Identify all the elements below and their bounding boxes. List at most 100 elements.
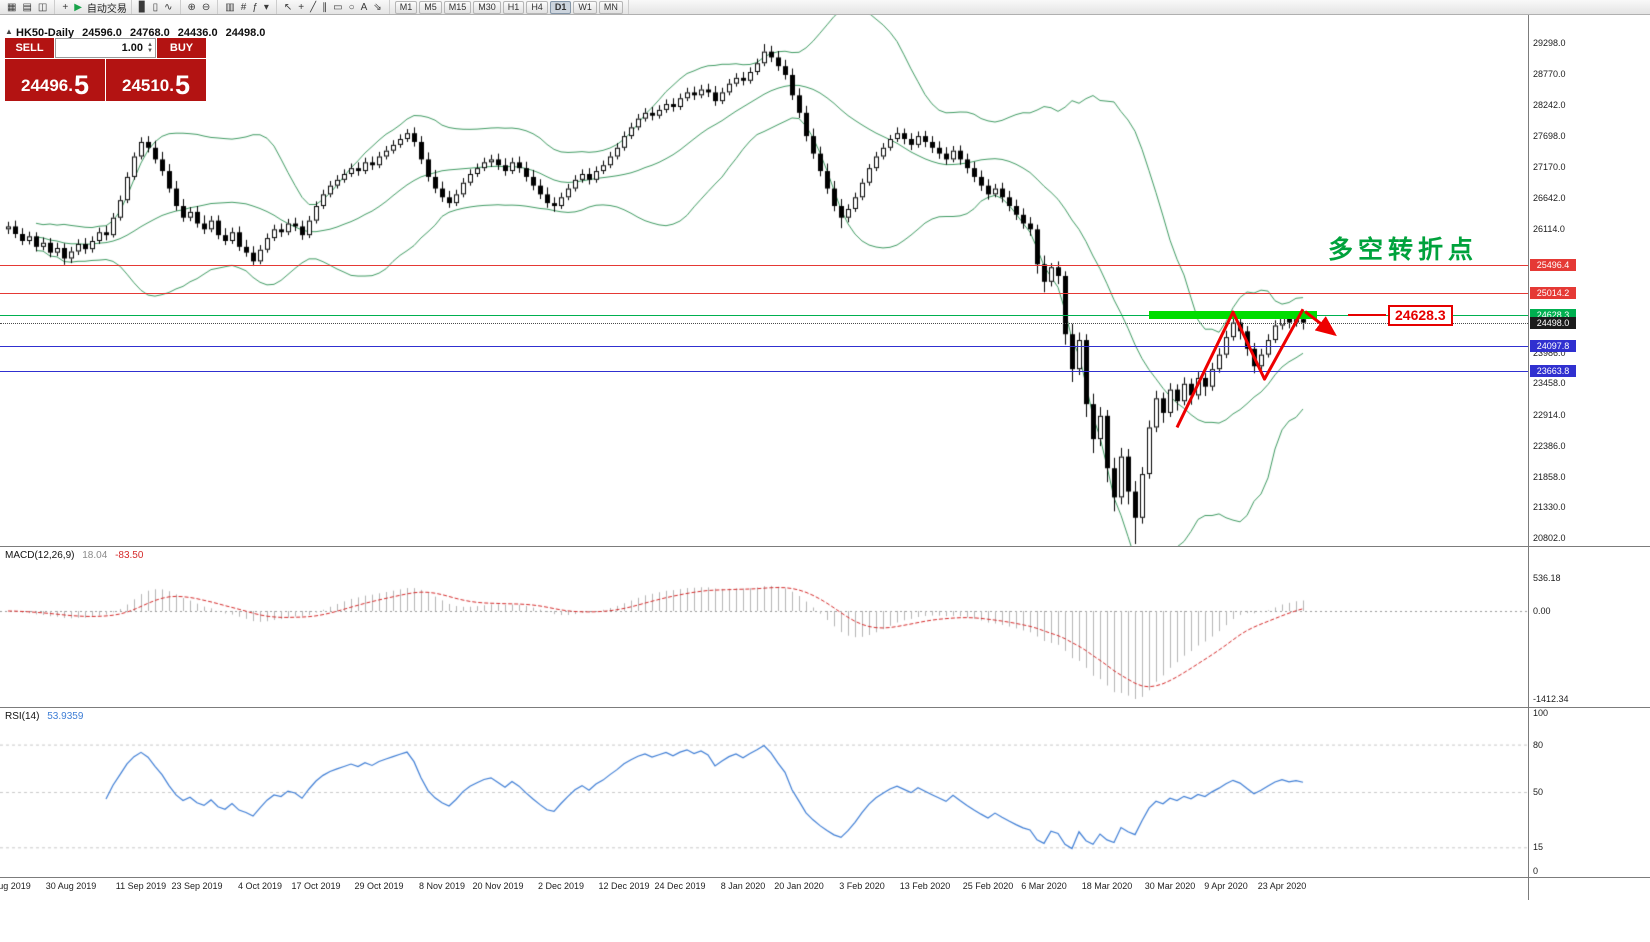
hline-25496.4[interactable] xyxy=(0,265,1528,266)
toolbar-group: ↖ + ╱ ∥ ▭ ○ A ⇘ xyxy=(277,0,390,14)
zoom-in-icon[interactable]: ⊕ xyxy=(187,1,196,13)
timeframe-M1[interactable]: M1 xyxy=(394,0,418,14)
volume-input[interactable]: 1.00 ▲ ▼ xyxy=(55,38,156,58)
zoom-out-icon[interactable]: ⊖ xyxy=(201,1,211,13)
panel-separator[interactable] xyxy=(0,546,1650,547)
cursor-icon[interactable]: ↖ xyxy=(283,1,293,13)
time-axis-label: 23 Apr 2020 xyxy=(1257,881,1307,891)
price-tag-25496.4: 25496.4 xyxy=(1530,258,1576,271)
hline-24097.8[interactable] xyxy=(0,346,1528,347)
ohlc-low: 24436.0 xyxy=(177,27,218,39)
macd-axis-label: 0.00 xyxy=(1533,606,1551,616)
text-label-icon[interactable]: A xyxy=(360,1,368,13)
time-axis-label: 3 Feb 2020 xyxy=(839,881,885,891)
macd-panel: MACD(12,26,9) 18.04 -83.50 xyxy=(0,547,1528,707)
ohlc-high: 24768.0 xyxy=(129,27,170,39)
templates-dropdown-icon[interactable]: ▾ xyxy=(263,1,269,13)
rsi-axis-label: 100 xyxy=(1533,708,1549,718)
time-axis-label: 12 Dec 2019 xyxy=(598,881,650,891)
rsi-panel: RSI(14) 53.9359 xyxy=(0,708,1528,877)
price-axis-label: 26642.0 xyxy=(1533,192,1566,203)
turning-point-annotation[interactable]: 多空转折点 xyxy=(1328,236,1479,264)
trendline-icon[interactable]: ╱ xyxy=(310,1,317,13)
time-axis-label: 13 Feb 2020 xyxy=(899,881,951,891)
timeframe-H4[interactable]: H4 xyxy=(526,0,548,14)
grid-icon[interactable]: # xyxy=(240,1,247,13)
timeframe-H1[interactable]: H1 xyxy=(502,0,525,14)
price-axis-label: 28242.0 xyxy=(1533,99,1566,110)
time-axis-label: 8 Jan 2020 xyxy=(720,881,766,891)
new-order-icon[interactable]: + xyxy=(62,1,69,13)
macd-axis-label: -1412.34 xyxy=(1533,694,1569,705)
rsi-axis-label: 0 xyxy=(1533,866,1539,876)
price-axis-label: 21858.0 xyxy=(1533,471,1566,482)
buy-button[interactable]: BUY xyxy=(157,38,206,58)
price-axis-label: 27698.0 xyxy=(1533,131,1566,142)
timeframes-group: M1 M5 M15 M30 H1 H4 D1 W1 MN xyxy=(390,0,629,14)
timeframe-M30[interactable]: M30 xyxy=(473,0,501,14)
toolbar-group: + ▶ 自动交易 xyxy=(55,0,132,15)
time-axis-label: 11 Sep 2019 xyxy=(115,881,167,891)
one-click-trade-panel: SELL 1.00 ▲ ▼ BUY 24496. 5 24510. 5 xyxy=(5,38,206,101)
time-axis-label: 18 Mar 2020 xyxy=(1081,881,1133,891)
rectangle-icon[interactable]: ▭ xyxy=(333,1,343,13)
current-price-line xyxy=(0,323,1528,324)
hline-23663.8[interactable] xyxy=(0,371,1528,372)
macd-value-signal: -83.50 xyxy=(115,550,144,561)
panel-separator[interactable] xyxy=(0,707,1650,708)
time-axis-label: 0 Aug 2019 xyxy=(0,881,31,891)
candlestick-chart-icon[interactable]: ▯ xyxy=(152,1,159,13)
autotrading-label[interactable]: 自动交易 xyxy=(86,3,127,15)
macd-canvas[interactable] xyxy=(0,547,1528,707)
market-watch-icon[interactable]: ▦ xyxy=(7,1,17,13)
panel-separator xyxy=(0,877,1650,878)
price-chart-canvas[interactable] xyxy=(0,14,1528,546)
hline-25014.2[interactable] xyxy=(0,293,1528,294)
volume-up-icon[interactable]: ▲ xyxy=(147,42,153,48)
macd-label: MACD(12,26,9) 18.04 -83.50 xyxy=(5,550,148,561)
timeframe-M15[interactable]: M15 xyxy=(443,0,472,14)
timeframe-W1[interactable]: W1 xyxy=(573,0,597,14)
line-chart-icon[interactable]: ∿ xyxy=(164,1,173,13)
volume-down-icon[interactable]: ▼ xyxy=(147,48,153,54)
time-axis-label: 4 Oct 2019 xyxy=(237,881,283,891)
crosshair-icon[interactable]: + xyxy=(298,1,305,13)
axis-divider xyxy=(1528,14,1529,900)
sell-price-button[interactable]: 24496. 5 xyxy=(5,59,105,101)
indicators-icon[interactable]: ƒ xyxy=(252,1,258,13)
price-axis[interactable]: 29298.0 28770.0 28242.0 27698.0 27170.0 26642… xyxy=(1529,14,1650,546)
timeframe-M5[interactable]: M5 xyxy=(419,0,442,14)
rsi-canvas[interactable] xyxy=(0,708,1528,877)
price-axis-label: 29298.0 xyxy=(1533,38,1566,48)
hline-24628.3[interactable] xyxy=(0,315,1528,316)
rsi-axis[interactable]: 100 80 50 15 0 xyxy=(1529,708,1650,877)
terminal-icon[interactable]: ◫ xyxy=(37,1,48,13)
macd-name: MACD(12,26,9) xyxy=(5,550,75,561)
channel-icon[interactable]: ∥ xyxy=(322,1,328,13)
arrow-icon[interactable]: ⇘ xyxy=(373,1,382,13)
rsi-value: 53.9359 xyxy=(47,711,84,722)
navigator-icon[interactable]: ▤ xyxy=(22,1,32,13)
time-axis-label: 9 Apr 2020 xyxy=(1204,881,1248,891)
timeframe-D1[interactable]: D1 xyxy=(549,0,572,14)
price-axis-label: 20802.0 xyxy=(1533,533,1566,544)
tile-windows-icon[interactable]: ▥ xyxy=(225,1,235,13)
one-click-collapse-icon[interactable]: ▲ xyxy=(5,27,13,36)
sell-button[interactable]: SELL xyxy=(5,38,54,58)
support-zone-annotation[interactable] xyxy=(1149,310,1317,320)
ellipse-icon[interactable]: ○ xyxy=(348,1,355,13)
bar-chart-icon[interactable]: ▊ xyxy=(138,1,147,13)
chart-title: ▲ HK50-Daily 24596.0 24768.0 24436.0 244… xyxy=(5,27,270,39)
macd-axis[interactable]: 536.18 0.00 -1412.34 xyxy=(1529,547,1650,707)
toolbar-group: ▦ ▤ ◫ xyxy=(0,0,56,14)
price-axis-label: 28770.0 xyxy=(1533,68,1566,79)
timeframe-MN[interactable]: MN xyxy=(598,0,623,14)
time-axis[interactable]: 0 Aug 2019 30 Aug 2019 11 Sep 2019 23 Sep 2… xyxy=(0,878,1650,900)
price-callout-label[interactable]: 24628.3 xyxy=(1388,305,1453,326)
time-axis-label: 20 Jan 2020 xyxy=(774,881,824,891)
rsi-axis-label: 15 xyxy=(1533,842,1544,853)
buy-price-button[interactable]: 24510. 5 xyxy=(106,59,206,101)
buy-price: 24510. xyxy=(121,76,174,95)
autotrading-button[interactable]: ▶ xyxy=(74,1,82,13)
